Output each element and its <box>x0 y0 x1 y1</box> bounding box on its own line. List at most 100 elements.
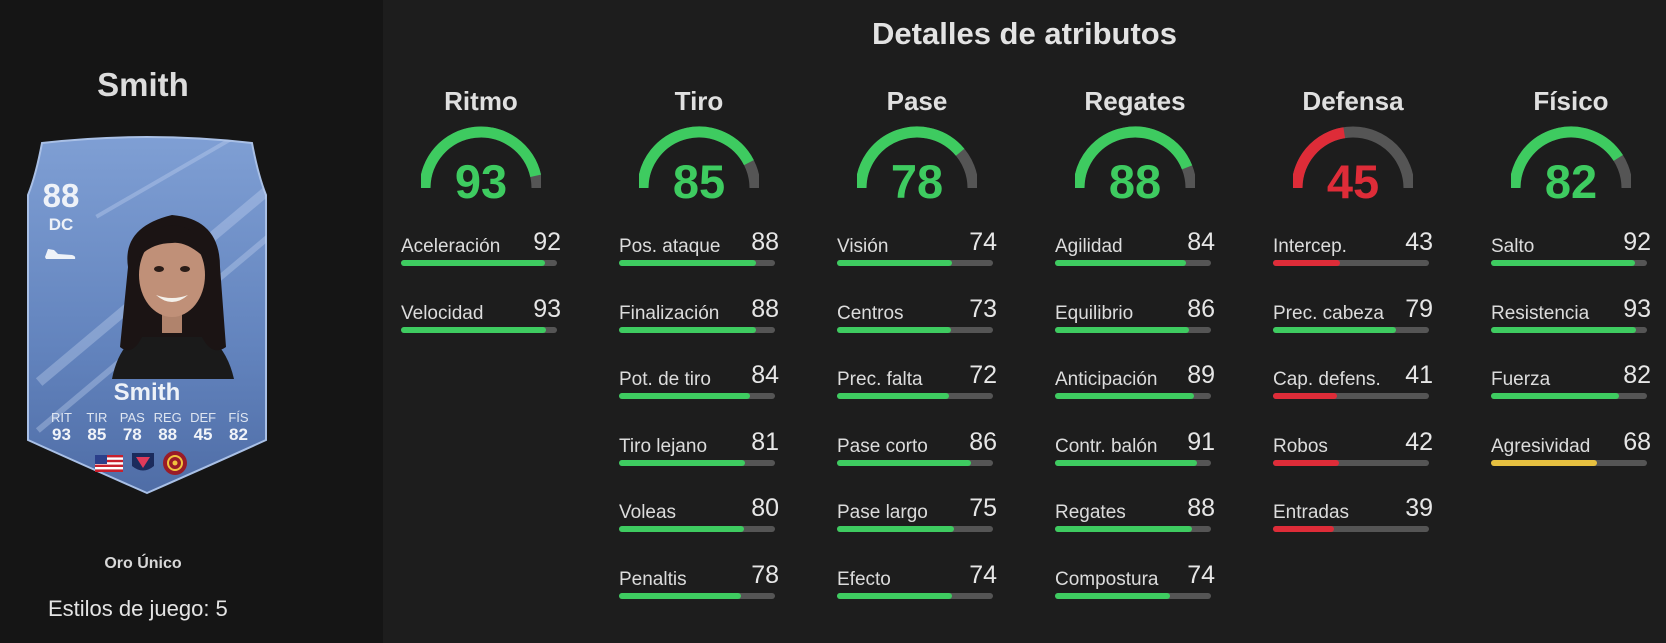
attribute-row[interactable]: Centros 73 <box>837 295 997 355</box>
attribute-row[interactable]: Pase largo 75 <box>837 494 997 554</box>
attribute-value: 89 <box>1187 361 1215 389</box>
attribute-bar-fill <box>1273 260 1341 266</box>
attribute-row[interactable]: Anticipación 89 <box>1055 361 1215 421</box>
attribute-bar <box>1491 260 1647 266</box>
attribute-row[interactable]: Fuerza 82 <box>1491 361 1651 421</box>
attribute-value: 86 <box>1187 294 1215 323</box>
attribute-row[interactable]: Cap. defens. 41 <box>1273 361 1433 421</box>
card-stat-label: DEF <box>190 410 217 425</box>
attribute-value: 78 <box>751 560 779 589</box>
attribute-bar-fill <box>619 393 751 399</box>
category-gauge <box>639 126 759 189</box>
attribute-row[interactable]: Pase corto 86 <box>837 428 997 488</box>
attribute-row[interactable]: Entradas 39 <box>1273 494 1433 554</box>
attributes-panel: Detalles de atributos Ritmo 93 Aceleración… <box>383 0 1666 643</box>
attribute-row[interactable]: Prec. falta 72 <box>837 361 997 421</box>
attribute-bar <box>1491 459 1647 466</box>
attribute-bar-fill <box>1491 260 1635 266</box>
category-gauge <box>421 126 541 189</box>
attribute-bar <box>837 459 993 466</box>
attribute-row[interactable]: Resistencia 93 <box>1491 295 1651 355</box>
attribute-name: Intercep. <box>1273 236 1347 257</box>
playstyles-count: Estilos de juego: 5 <box>48 596 228 621</box>
attribute-bar-fill <box>619 592 741 599</box>
attribute-bar-fill <box>1491 393 1619 399</box>
gauge-fill <box>1511 126 1623 189</box>
attribute-row[interactable]: Finalización 88 <box>619 295 779 355</box>
attribute-row[interactable]: Robos 42 <box>1273 428 1433 488</box>
attribute-value: 93 <box>533 294 561 323</box>
usa-flag-icon <box>95 455 123 472</box>
attribute-bar <box>1055 592 1211 599</box>
attribute-row[interactable]: Agresividad 68 <box>1491 428 1651 488</box>
category-name: Regates <box>1084 86 1186 116</box>
attribute-bar-fill <box>1055 526 1193 532</box>
attribute-row[interactable]: Efecto 74 <box>837 561 997 621</box>
attribute-name: Salto <box>1491 236 1535 257</box>
attribute-value: 42 <box>1405 427 1433 456</box>
card-stat-value: 82 <box>228 425 248 444</box>
player-photo <box>112 215 234 379</box>
attribute-name: Pase corto <box>837 435 928 457</box>
category-value: 82 <box>1544 155 1598 208</box>
attribute-row[interactable]: Penaltis 78 <box>619 561 779 621</box>
attribute-name: Entradas <box>1273 502 1350 523</box>
attribute-bar-fill <box>1055 326 1190 333</box>
attribute-bar-fill <box>1055 260 1187 266</box>
league-logo-icon <box>132 453 154 471</box>
category-gauge <box>1511 126 1631 189</box>
attribute-row[interactable]: Salto 92 <box>1491 228 1651 288</box>
attribute-row[interactable]: Agilidad 84 <box>1055 228 1215 288</box>
attribute-bar-fill <box>1491 459 1598 466</box>
attribute-name: Aceleración <box>401 236 501 257</box>
attribute-bar <box>1491 326 1647 333</box>
attribute-row[interactable]: Voleas 80 <box>619 494 779 554</box>
category-value: 78 <box>890 155 944 208</box>
card-stat-label: TIR <box>86 410 108 425</box>
attribute-row[interactable]: Aceleración 92 <box>401 228 561 288</box>
attribute-row[interactable]: Prec. cabeza 79 <box>1273 295 1433 355</box>
card-stat-label: PAS <box>119 410 145 425</box>
attribute-name: Visión <box>837 236 889 257</box>
attribute-name: Equilibrio <box>1055 302 1134 324</box>
player-panel: Smith 88 DC <box>0 0 383 643</box>
attribute-bar-fill <box>1055 459 1197 466</box>
attribute-name: Prec. falta <box>837 369 923 390</box>
attribute-bar <box>1273 526 1429 532</box>
attribute-row[interactable]: Intercep. 43 <box>1273 228 1433 288</box>
attribute-row[interactable]: Pot. de tiro 84 <box>619 361 779 421</box>
attribute-bar <box>619 393 775 399</box>
category-gauge <box>857 126 977 189</box>
attribute-name: Anticipación <box>1055 369 1158 390</box>
player-name: Smith <box>97 66 189 103</box>
attribute-bar <box>1055 526 1211 532</box>
attribute-bar-fill <box>619 326 757 333</box>
category-name: Físico <box>1533 86 1609 116</box>
gauge-fill <box>421 126 541 189</box>
attribute-name: Voleas <box>619 502 677 523</box>
attribute-bar <box>1273 326 1429 333</box>
attribute-row[interactable]: Regates 88 <box>1055 494 1215 554</box>
attribute-row[interactable]: Equilibrio 86 <box>1055 295 1215 355</box>
attribute-name: Robos <box>1273 435 1328 457</box>
attribute-bar-fill <box>1055 393 1194 399</box>
attribute-row[interactable]: Tiro lejano 81 <box>619 428 779 488</box>
attribute-bar <box>1273 260 1429 266</box>
attribute-value: 74 <box>969 560 997 589</box>
attribute-row[interactable]: Visión 74 <box>837 228 997 288</box>
attribute-bar-fill <box>1273 526 1334 532</box>
player-card[interactable]: 88 DC Smith RIT 93 TIR 85 PAS 78 REG 88 DEF 4… <box>22 135 272 495</box>
attribute-bar <box>837 393 993 399</box>
card-stat-def: DEF 45 <box>187 410 220 445</box>
attribute-row[interactable]: Compostura 74 <box>1055 561 1215 621</box>
attribute-value: 79 <box>1405 294 1433 323</box>
category-value: 45 <box>1326 155 1380 208</box>
attributes-title: Detalles de atributos <box>872 16 1177 51</box>
attribute-row[interactable]: Velocidad 93 <box>401 295 561 355</box>
boot-icon <box>45 249 76 259</box>
attribute-row[interactable]: Pos. ataque 88 <box>619 228 779 288</box>
attribute-bar-fill <box>837 526 954 532</box>
card-stat-fis: FÍS 82 <box>222 410 255 445</box>
attribute-row[interactable]: Contr. balón 91 <box>1055 428 1215 488</box>
attribute-bar <box>837 592 993 599</box>
